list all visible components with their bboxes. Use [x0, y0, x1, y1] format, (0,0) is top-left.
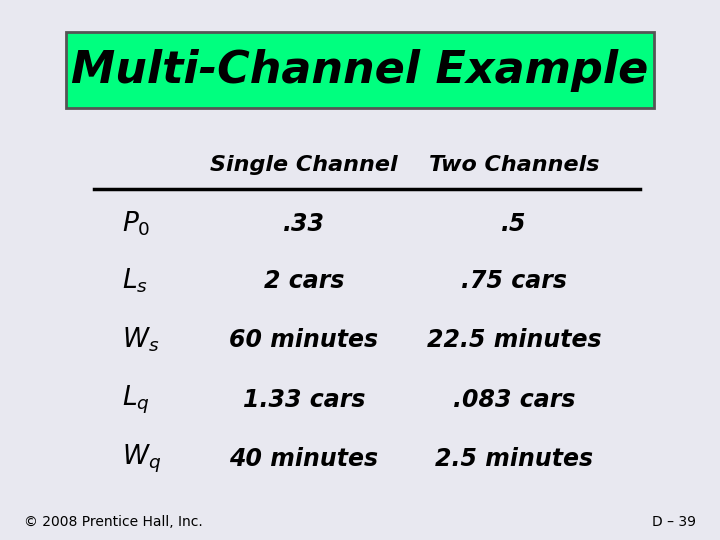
- Text: $\mathit{W}_q$: $\mathit{W}_q$: [122, 443, 161, 475]
- FancyBboxPatch shape: [66, 32, 654, 108]
- Text: .083 cars: .083 cars: [453, 388, 575, 411]
- Text: 22.5 minutes: 22.5 minutes: [427, 328, 601, 352]
- Text: $\mathit{L}_s$: $\mathit{L}_s$: [122, 267, 148, 295]
- Text: .75 cars: .75 cars: [462, 269, 567, 293]
- Text: .5: .5: [501, 212, 527, 236]
- Text: 2.5 minutes: 2.5 minutes: [435, 447, 593, 471]
- Text: $\mathit{L}_q$: $\mathit{L}_q$: [122, 383, 150, 416]
- Text: 2 cars: 2 cars: [264, 269, 344, 293]
- Text: 1.33 cars: 1.33 cars: [243, 388, 365, 411]
- Text: 40 minutes: 40 minutes: [230, 447, 379, 471]
- Text: Single Channel: Single Channel: [210, 154, 397, 175]
- Text: © 2008 Prentice Hall, Inc.: © 2008 Prentice Hall, Inc.: [24, 515, 202, 529]
- Text: Multi-Channel Example: Multi-Channel Example: [71, 49, 649, 92]
- Text: .33: .33: [283, 212, 325, 236]
- Text: $\mathit{P}_0$: $\mathit{P}_0$: [122, 210, 150, 238]
- Text: $\mathit{W}_s$: $\mathit{W}_s$: [122, 326, 159, 354]
- Text: 60 minutes: 60 minutes: [230, 328, 379, 352]
- Text: D – 39: D – 39: [652, 515, 696, 529]
- Text: Two Channels: Two Channels: [429, 154, 600, 175]
